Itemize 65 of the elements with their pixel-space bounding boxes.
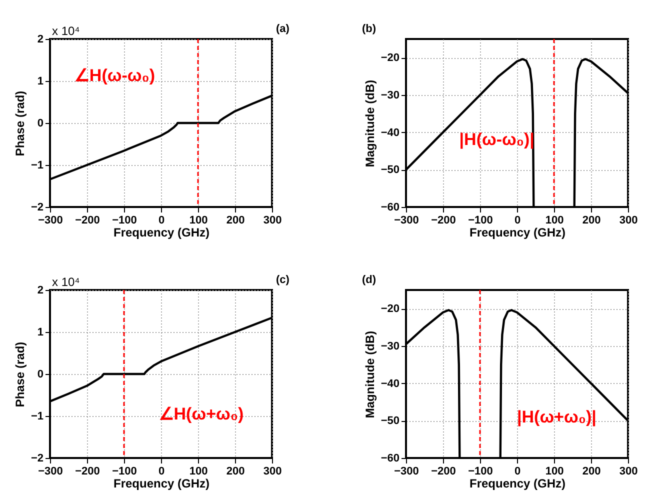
y-tick-label: −20: [380, 303, 400, 316]
x-tick-label: −100: [468, 466, 493, 478]
text: x 10⁴: [52, 275, 80, 289]
y-tick-label: −30: [380, 90, 400, 102]
x-tick-label: −100: [468, 214, 493, 226]
x-tick-label: 300: [263, 214, 282, 226]
x-tick-label: −300: [38, 466, 63, 478]
y-tick-label: −40: [380, 378, 400, 390]
x-axis-title: Frequency (GHz): [469, 226, 566, 240]
x-tick-label: 300: [619, 466, 638, 478]
y-tick-label: 1: [37, 76, 44, 88]
y-tick-label: 1: [37, 326, 44, 338]
y-tick-label: −50: [380, 164, 400, 176]
text: (a): [276, 23, 290, 35]
y-axis-title: Phase (rad): [12, 342, 27, 408]
y-tick-label: −40: [380, 126, 400, 139]
y-axis-title: Magnitude (dB): [362, 80, 377, 168]
x-tick-label: −200: [431, 214, 456, 226]
y-tick-label: −1: [30, 410, 44, 422]
x-tick-label: 200: [582, 466, 601, 478]
annotation: ∠H(ω-ω₀): [74, 66, 156, 85]
x-tick-label: 0: [514, 466, 521, 478]
y-tick-label: −2: [30, 452, 44, 464]
y-tick-label: 2: [37, 284, 44, 296]
y-tick-label: −2: [30, 202, 44, 214]
y-tick-label: 0: [37, 118, 44, 130]
y-tick-label: 0: [37, 368, 44, 380]
x-tick-label: −300: [394, 466, 419, 478]
text: x 10⁴: [52, 24, 80, 38]
text: (c): [276, 274, 290, 286]
x-tick-label: −200: [75, 214, 100, 226]
x-tick-label: 0: [514, 214, 521, 226]
x-tick-label: 100: [189, 466, 208, 478]
x-tick-label: 300: [263, 466, 282, 478]
x-axis-title: Frequency (GHz): [113, 226, 210, 240]
x-tick-label: −100: [112, 466, 137, 478]
x-tick-label: 200: [226, 214, 245, 226]
y-axis-title: Phase (rad): [12, 90, 27, 156]
y-tick-label: 2: [37, 34, 44, 46]
x-tick-label: 200: [582, 214, 601, 226]
x-tick-label: −200: [75, 466, 100, 478]
y-tick-label: −60: [380, 202, 400, 214]
annotation: |H(ω+ω₀)|: [517, 408, 596, 427]
x-tick-label: 200: [226, 466, 245, 478]
annotation: ∠H(ω+ω₀): [158, 404, 244, 424]
x-tick-label: −300: [394, 214, 419, 226]
y-tick-label: −50: [380, 415, 400, 428]
x-tick-label: 0: [158, 214, 165, 226]
x-tick-label: −300: [38, 214, 63, 226]
x-tick-label: −200: [431, 466, 456, 478]
x-tick-label: 0: [158, 466, 165, 478]
text: (d): [362, 274, 376, 286]
y-tick-label: −30: [380, 340, 400, 352]
x-tick-label: 100: [189, 214, 208, 226]
x-tick-label: 100: [545, 466, 564, 478]
x-tick-label: 100: [545, 214, 564, 226]
x-tick-label: −100: [112, 214, 137, 226]
y-tick-label: −60: [380, 452, 400, 464]
x-tick-label: 300: [619, 214, 638, 226]
x-axis-title: Frequency (GHz): [469, 476, 566, 490]
y-tick-label: −20: [380, 52, 400, 64]
x-axis-title: Frequency (GHz): [113, 476, 210, 490]
text: (b): [362, 23, 376, 35]
y-tick-label: −1: [30, 160, 44, 172]
y-axis-title: Magnitude (dB): [362, 330, 377, 418]
